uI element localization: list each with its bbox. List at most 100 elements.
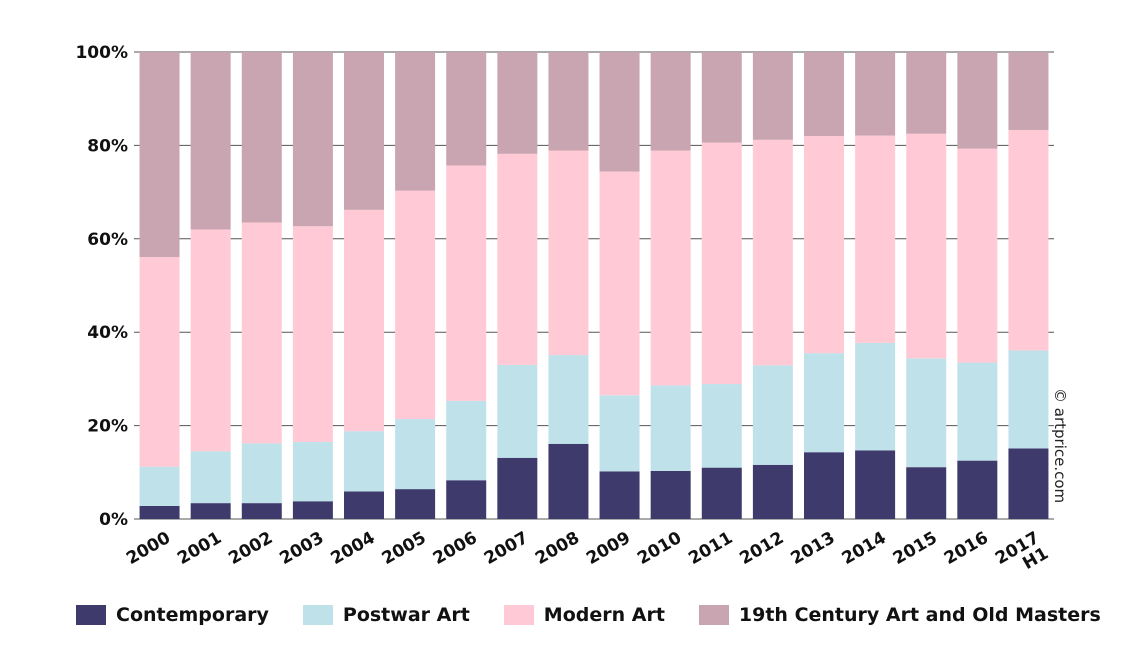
x-tick-label: 2011 <box>685 528 736 569</box>
x-tick-label: 2015 <box>890 528 941 569</box>
x-tick-label: 2000 <box>123 528 174 569</box>
bar-segment-postwar-art <box>957 362 998 461</box>
bar-segment-contemporary <box>292 501 333 519</box>
bar-segment-contemporary <box>701 467 742 519</box>
bar-segment-modern-art <box>292 226 333 442</box>
legend-swatch-postwar-art <box>302 605 333 625</box>
bar-segment-contemporary <box>906 467 947 519</box>
bar-segment-postwar-art <box>548 355 589 444</box>
bar-segment-contemporary <box>241 503 282 519</box>
bar-segment-contemporary <box>344 491 384 519</box>
legend-swatch-contemporary <box>76 605 106 625</box>
x-tick-label: 2006 <box>430 528 481 569</box>
bar-segment-19th-century-art-and-old-masters <box>701 52 742 143</box>
legend-item-contemporary: Contemporary <box>76 604 269 626</box>
bar-segment-modern-art <box>190 229 231 452</box>
x-tick-label: 2014 <box>839 528 890 569</box>
bar-segment-19th-century-art-and-old-masters <box>855 52 896 136</box>
legend-swatch-old-masters <box>698 605 729 625</box>
bar-segment-postwar-art <box>599 395 640 472</box>
bar-segment-contemporary <box>650 470 691 519</box>
legend-label: Postwar Art <box>342 604 470 626</box>
y-tick-label: 80% <box>87 136 128 156</box>
x-tick-label: 2003 <box>276 528 327 569</box>
y-tick-label: 40% <box>87 323 128 343</box>
bar-segment-contemporary <box>855 450 896 519</box>
bar-segment-19th-century-art-and-old-masters <box>1008 52 1049 130</box>
bar-segment-19th-century-art-and-old-masters <box>446 52 487 166</box>
bar-segment-modern-art <box>752 139 793 366</box>
bar-segment-19th-century-art-and-old-masters <box>752 52 793 140</box>
bar-segment-contemporary <box>548 443 589 519</box>
bar-segment-contemporary <box>1008 448 1049 519</box>
bar-segment-19th-century-art-and-old-masters <box>292 52 333 227</box>
legend-item-old-masters: 19th Century Art and Old Masters <box>698 604 1101 626</box>
bar-segment-modern-art <box>701 142 742 385</box>
bar-segment-contemporary <box>446 480 487 519</box>
bar-segment-19th-century-art-and-old-masters <box>139 52 180 258</box>
bar-segment-modern-art <box>548 150 589 356</box>
x-tick-label: 2013 <box>788 528 839 569</box>
bar-segment-19th-century-art-and-old-masters <box>599 52 640 172</box>
y-axis: 0% 20% 40% 60% 80% 100% <box>75 43 128 530</box>
x-axis: 2000 2001 2002 2003 2004 2005 2006 2007 2008 2009… <box>123 528 1052 585</box>
bar-segment-contemporary <box>139 505 180 519</box>
bar-segment-modern-art <box>395 190 436 420</box>
legend: Contemporary Postwar Art Modern Art 19th… <box>76 604 1135 626</box>
x-tick-label: 2017H1 <box>992 528 1052 585</box>
x-tick-label: 2005 <box>379 528 430 569</box>
bar-segment-contemporary <box>395 489 436 519</box>
credit-label: © artprice.com <box>1051 388 1069 503</box>
x-tick-label: 2016 <box>941 528 992 569</box>
x-tick-label: 2004 <box>328 528 379 569</box>
legend-label: 19th Century Art and Old Masters <box>738 604 1101 626</box>
legend-label: Modern Art <box>543 604 665 626</box>
bar-segment-19th-century-art-and-old-masters <box>650 52 691 151</box>
bar-segment-contemporary <box>752 464 793 519</box>
x-tick-label: 2001 <box>174 528 225 569</box>
bar-segment-postwar-art <box>855 342 896 451</box>
bar-segment-postwar-art <box>752 365 793 465</box>
bar-segment-19th-century-art-and-old-masters <box>241 52 282 223</box>
bar-segment-postwar-art <box>292 441 333 502</box>
bar-segment-modern-art <box>957 148 998 363</box>
bar-segment-19th-century-art-and-old-masters <box>344 52 384 210</box>
bar-segment-postwar-art <box>241 443 282 504</box>
bar-segment-contemporary <box>804 452 844 519</box>
bar-segment-postwar-art <box>395 419 436 490</box>
bar-segment-postwar-art <box>1008 350 1049 449</box>
x-tick-label: 2010 <box>634 528 685 569</box>
bar-segment-modern-art <box>1008 129 1049 351</box>
bar-segment-postwar-art <box>344 431 384 492</box>
bar-segment-contemporary <box>190 503 231 519</box>
legend-item-modern-art: Modern Art <box>503 604 665 626</box>
bar-segment-postwar-art <box>650 385 691 471</box>
bar-segment-19th-century-art-and-old-masters <box>804 52 844 137</box>
bar-segment-postwar-art <box>497 364 538 458</box>
y-tick-label: 0% <box>99 510 128 530</box>
bar-segment-modern-art <box>446 165 487 401</box>
bar-segment-modern-art <box>497 153 538 365</box>
bar-segment-contemporary <box>599 471 640 519</box>
bar-segment-modern-art <box>241 222 282 444</box>
legend-label: Contemporary <box>116 604 269 626</box>
bar-segment-contemporary <box>497 457 538 519</box>
bar-segment-19th-century-art-and-old-masters <box>395 52 436 191</box>
bar-segment-modern-art <box>855 135 896 343</box>
gridlines <box>134 51 1054 520</box>
legend-item-postwar-art: Postwar Art <box>302 604 470 626</box>
bar-segment-postwar-art <box>804 353 844 453</box>
legend-swatch-modern-art <box>503 605 534 625</box>
bar-segment-postwar-art <box>446 400 487 481</box>
bars <box>139 52 1049 519</box>
bar-segment-postwar-art <box>190 451 231 504</box>
bar-segment-modern-art <box>139 257 180 467</box>
bar-segment-19th-century-art-and-old-masters <box>497 52 538 154</box>
bar-segment-postwar-art <box>139 466 180 506</box>
y-tick-label: 60% <box>87 230 128 250</box>
bar-segment-19th-century-art-and-old-masters <box>190 52 231 230</box>
bar-segment-19th-century-art-and-old-masters <box>548 52 589 151</box>
y-tick-label: 20% <box>87 417 128 437</box>
bar-segment-modern-art <box>650 150 691 386</box>
